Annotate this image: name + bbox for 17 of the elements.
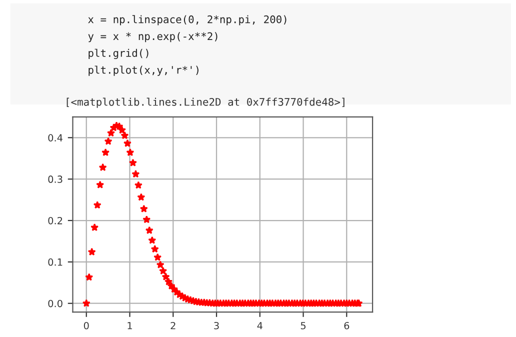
x-tick-label: 6 bbox=[344, 322, 350, 330]
y-tick-label: 0.2 bbox=[48, 216, 62, 224]
text: [<matplotlib.lines.Line2D at 0x7ff3770fde48>] bbox=[66, 98, 344, 108]
x-tick-label: 3 bbox=[214, 322, 219, 330]
x-tick-label: 2 bbox=[170, 322, 176, 330]
y-tick-label: 0.4 bbox=[48, 134, 62, 142]
y-tick-label: 0.3 bbox=[48, 176, 62, 183]
text: x = np.linspace(0, 2*np.pi, 200) bbox=[88, 15, 286, 26]
text: plt.plot(x,y,'r*') bbox=[88, 66, 198, 76]
x-tick-label: 5 bbox=[300, 322, 306, 330]
y-tick-label: 0.1 bbox=[48, 258, 62, 266]
text: plt.grid() bbox=[88, 48, 148, 60]
text: y = x * np.exp(-x**2) bbox=[88, 32, 218, 42]
x-tick-label: 1 bbox=[128, 322, 132, 330]
x-tick-label: 0 bbox=[84, 322, 89, 330]
y-tick-label: 0.0 bbox=[48, 300, 62, 308]
x-tick-label: 4 bbox=[257, 322, 262, 330]
